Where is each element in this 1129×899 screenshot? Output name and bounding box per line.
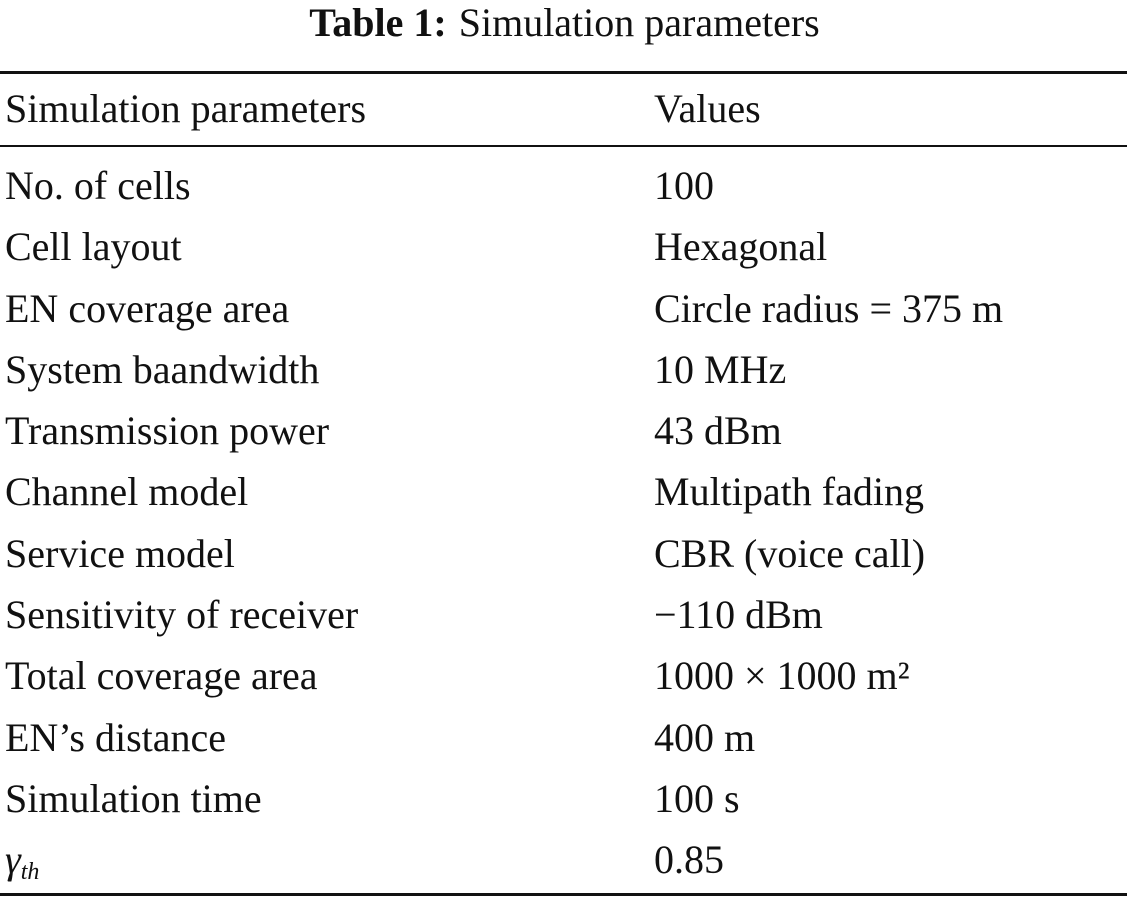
table-row: Sensitivity of receiver −110 dBm <box>0 590 1129 651</box>
table-caption-label: Table 1: <box>309 0 447 45</box>
value-cell: 0.85 <box>654 837 724 883</box>
value-cell: Hexagonal <box>654 224 828 270</box>
table-header-rule <box>0 145 1127 147</box>
value-cell: −110 dBm <box>654 592 823 638</box>
parameter-cell: Service model <box>5 530 235 576</box>
parameter-cell: Total coverage area <box>5 653 318 699</box>
gamma-subscript: th <box>20 859 40 886</box>
value-cell: 1000 × 1000 m² <box>654 653 910 699</box>
parameter-cell: EN’s distance <box>5 714 227 760</box>
table-top-rule <box>0 71 1127 74</box>
value-cell: 400 m <box>654 714 756 760</box>
table-row: Service model CBR (voice call) <box>0 529 1129 590</box>
parameter-cell: EN coverage area <box>5 285 290 331</box>
table-caption-title: Simulation parameters <box>458 0 820 45</box>
parameter-cell: Transmission power <box>5 408 330 454</box>
parameter-cell: Channel model <box>5 469 249 515</box>
table-row: Total coverage area 1000 × 1000 m² <box>0 651 1129 712</box>
table-row: EN’s distance 400 m <box>0 713 1129 774</box>
table-row: System baandwidth 10 MHz <box>0 345 1129 406</box>
table-row: Simulation time 100 s <box>0 774 1129 835</box>
table-row: Channel model Multipath fading <box>0 467 1129 528</box>
value-cell: 100 <box>654 163 714 208</box>
table-row: Transmission power 43 dBm <box>0 406 1129 467</box>
table-header-row: Simulation parameters Values <box>0 84 1129 134</box>
value-cell: 100 s <box>654 775 740 821</box>
parameter-cell: No. of cells <box>5 163 191 208</box>
value-cell: Circle radius = 375 m <box>654 285 1004 331</box>
parameter-cell: System baandwidth <box>5 346 320 392</box>
gamma-symbol: γ <box>5 837 21 883</box>
value-cell: Multipath fading <box>654 469 924 515</box>
value-cell: 43 dBm <box>654 408 782 454</box>
header-value: Values <box>654 86 761 131</box>
table-row: Cell layout Hexagonal <box>0 222 1129 283</box>
parameter-cell-gamma-threshold: γth <box>5 835 39 897</box>
parameter-cell: Simulation time <box>5 775 262 821</box>
table-row: γth 0.85 <box>0 835 1129 896</box>
table-bottom-rule <box>0 893 1127 896</box>
table-row: No. of cells 100 <box>0 161 1129 222</box>
table-row: EN coverage area Circle radius = 375 m <box>0 284 1129 345</box>
parameter-cell: Cell layout <box>5 224 182 270</box>
parameter-cell: Sensitivity of receiver <box>5 592 359 638</box>
table-caption: Table 1: Simulation parameters <box>0 0 1129 46</box>
table-body: No. of cells 100 Cell layout Hexagonal E… <box>0 161 1129 897</box>
header-parameter: Simulation parameters <box>5 86 367 131</box>
value-cell: CBR (voice call) <box>654 530 926 576</box>
value-cell: 10 MHz <box>654 346 787 392</box>
